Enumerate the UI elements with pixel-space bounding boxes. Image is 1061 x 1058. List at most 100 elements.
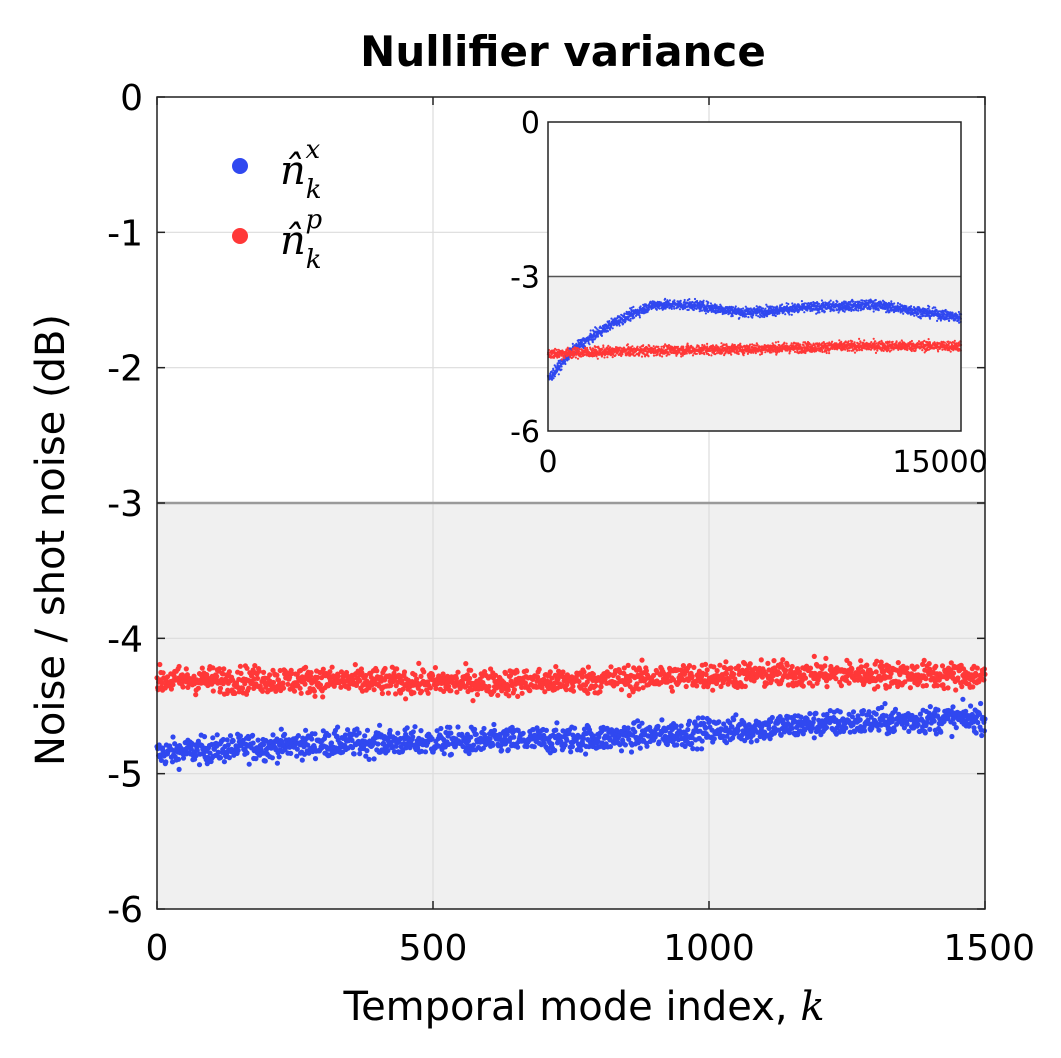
data-point	[963, 708, 969, 714]
data-point	[931, 718, 937, 724]
inset-data-point	[874, 298, 877, 302]
data-point	[598, 684, 604, 690]
inset-data-point	[706, 307, 709, 310]
data-point	[441, 751, 447, 757]
data-point	[240, 685, 246, 691]
data-point	[639, 720, 645, 726]
data-point	[711, 736, 717, 742]
data-point	[970, 684, 976, 690]
legend-nx-sub: k	[306, 175, 322, 205]
data-point	[949, 733, 955, 740]
data-point	[220, 671, 226, 677]
data-point	[312, 756, 319, 762]
data-point	[250, 740, 256, 746]
data-point	[562, 742, 568, 748]
data-point	[554, 720, 560, 726]
data-point	[950, 670, 957, 676]
inset-data-point	[618, 324, 621, 327]
data-point	[901, 725, 908, 731]
data-point	[847, 661, 853, 667]
inset-data-point	[704, 312, 708, 315]
data-point	[499, 747, 505, 753]
data-point	[860, 708, 867, 714]
data-point	[434, 728, 440, 734]
inset-data-point	[861, 299, 864, 302]
data-point	[678, 723, 684, 729]
data-point	[691, 664, 697, 671]
data-point	[285, 681, 291, 687]
data-point	[581, 726, 588, 732]
data-point	[394, 666, 400, 672]
inset-data-point	[731, 314, 734, 318]
data-point	[754, 738, 760, 744]
data-point	[811, 735, 817, 741]
data-point	[735, 727, 741, 733]
data-point	[810, 725, 816, 731]
data-point	[868, 714, 874, 720]
data-point	[758, 657, 764, 663]
data-point	[626, 736, 632, 742]
data-point	[585, 664, 592, 670]
data-point	[921, 657, 927, 664]
data-point	[833, 676, 839, 682]
data-point	[597, 689, 603, 695]
data-point	[644, 743, 650, 749]
data-point	[334, 733, 340, 739]
data-point	[487, 736, 493, 742]
data-point	[823, 724, 830, 731]
data-point	[970, 713, 976, 719]
data-point	[904, 665, 910, 671]
data-point	[974, 665, 980, 671]
data-point	[572, 725, 578, 731]
data-point	[505, 687, 511, 693]
data-point	[850, 709, 857, 715]
data-point	[552, 747, 558, 754]
data-point	[669, 688, 676, 694]
data-point	[968, 703, 974, 709]
data-point	[731, 717, 737, 723]
x-tick-label-0: 0	[146, 928, 169, 969]
x-axis-label: Temporal mode index, k	[342, 984, 824, 1030]
data-point	[765, 660, 771, 667]
data-point	[382, 665, 388, 672]
data-point	[416, 660, 422, 667]
inset-data-point	[629, 317, 632, 320]
data-point	[490, 742, 496, 748]
data-point	[235, 747, 241, 754]
data-point	[491, 727, 498, 734]
inset-data-point	[833, 309, 836, 312]
inset-data-point	[609, 328, 612, 331]
inset-data-point	[557, 373, 560, 376]
data-point	[864, 662, 870, 668]
data-point	[515, 693, 521, 700]
main-data-points	[154, 653, 988, 773]
data-point	[505, 747, 511, 753]
data-point	[720, 733, 726, 739]
data-point	[784, 662, 790, 668]
data-point	[659, 717, 665, 723]
data-point	[683, 683, 689, 690]
data-point	[422, 749, 429, 755]
data-point	[278, 726, 284, 732]
inset-data-point	[778, 311, 781, 315]
data-point	[873, 669, 879, 675]
data-point	[391, 749, 398, 755]
inset-data-point	[869, 307, 872, 310]
data-point	[194, 747, 200, 753]
inset-data-point	[837, 311, 840, 314]
data-point	[924, 720, 930, 726]
data-point	[822, 663, 828, 669]
data-point	[328, 740, 335, 746]
data-point	[959, 684, 965, 690]
main-shaded-region	[157, 503, 985, 909]
data-point	[639, 657, 645, 663]
data-point	[838, 683, 845, 689]
data-point	[221, 759, 227, 765]
x-axis-label-variable: k	[800, 984, 824, 1030]
data-point	[837, 709, 843, 715]
data-point	[366, 756, 372, 763]
data-point	[938, 729, 944, 735]
data-point	[170, 682, 176, 688]
data-point	[625, 662, 631, 669]
data-point	[858, 664, 864, 670]
